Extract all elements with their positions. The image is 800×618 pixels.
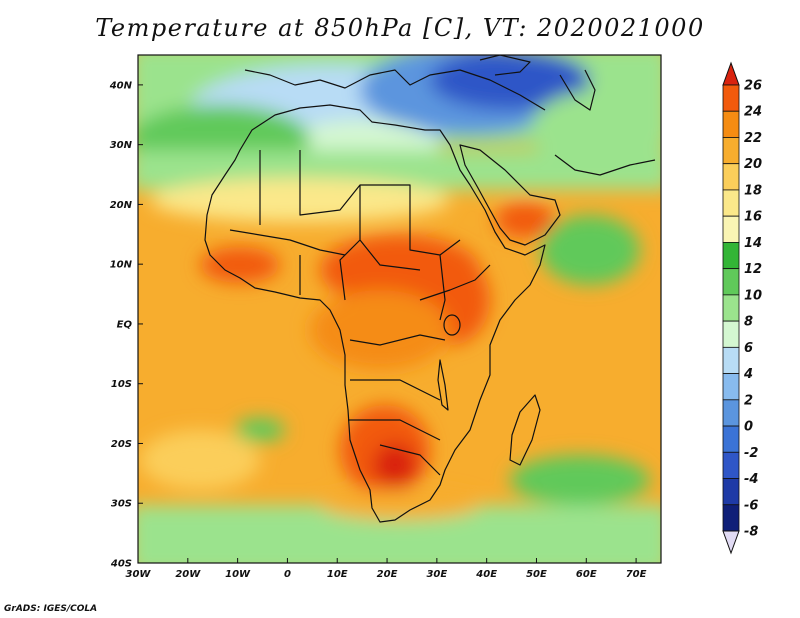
lon-label: 30W (126, 569, 152, 580)
colorbar-swatch (722, 373, 740, 401)
coastline (204, 55, 656, 523)
colorbar-swatch (722, 242, 740, 270)
colorbar-label: 20 (744, 157, 762, 172)
colorbar-min-triangle (722, 530, 740, 555)
colorbar-swatch (722, 268, 740, 296)
colorbar-swatch (722, 504, 740, 532)
grads-credit: GrADS: IGES/COLA (4, 604, 98, 614)
lon-label: 30E (426, 569, 447, 580)
lon-label: 20W (175, 569, 201, 580)
colorbar-swatch (722, 346, 740, 374)
lon-label: 0 (284, 569, 291, 580)
lon-label: 50E (526, 569, 547, 580)
lon-label: 60E (576, 569, 597, 580)
lon-label: 40E (475, 569, 497, 580)
colorbar-swatch (722, 137, 740, 165)
colorbar-label: 12 (744, 262, 762, 277)
colorbar-swatch (722, 84, 740, 112)
colorbar-swatch (722, 451, 740, 479)
colorbar-swatch (722, 294, 740, 322)
colorbar-label: 18 (744, 183, 762, 198)
colorbar-label: -2 (744, 446, 758, 461)
lat-label: 40S (110, 559, 132, 570)
colorbar-label: 2 (744, 393, 753, 408)
colorbar-swatch (722, 399, 740, 427)
colorbar-swatch (722, 215, 740, 243)
colorbar-max-triangle (722, 61, 740, 86)
lat-label: 40N (109, 80, 133, 91)
lat-label: 20S (111, 439, 132, 450)
colorbar-label: 10 (744, 288, 762, 303)
map-title: Temperature at 850hPa [C], VT: 202002100… (95, 14, 705, 42)
lat-label: 30S (111, 499, 132, 510)
colorbar-label: 6 (744, 341, 753, 356)
colorbar-label: 0 (744, 420, 753, 435)
lon-label: 10E (327, 569, 348, 580)
colorbar-label: -4 (744, 472, 758, 487)
colorbar-label: 16 (744, 210, 762, 225)
colorbar-label: 26 (744, 79, 762, 94)
colorbar-label: -8 (744, 525, 758, 540)
colorbar-swatch (722, 425, 740, 453)
lon-label: 10W (225, 569, 251, 580)
colorbar-swatch (722, 320, 740, 348)
lat-label: EQ (117, 319, 133, 330)
lat-label: 30N (110, 140, 133, 151)
colorbar-label: 8 (744, 315, 753, 330)
lat-label: 10S (111, 379, 132, 390)
colorbar-swatch (722, 189, 740, 217)
latitude-axis: 40N 30N 20N 10N EQ 10S 20S 30S 40S (109, 80, 143, 570)
colorbar-label: 4 (743, 367, 753, 382)
temperature-field (138, 55, 661, 563)
colorbar-swatch (722, 110, 740, 138)
lat-label: 20N (110, 200, 133, 211)
colorbar-label: -6 (744, 498, 758, 513)
colorbar-label: 14 (744, 236, 762, 251)
colorbar-label: 24 (744, 105, 762, 120)
lon-label: 20E (377, 569, 398, 580)
map-frame (137, 54, 662, 564)
colorbar-label: 22 (744, 131, 762, 146)
longitude-axis: 30W 20W 10W 0 10E 20E 30E 40E 50E 60E 70E (126, 558, 647, 580)
lon-label: 70E (626, 569, 647, 580)
colorbar-swatch (722, 163, 740, 191)
lat-label: 10N (110, 260, 133, 271)
colorbar-swatch (722, 478, 740, 506)
